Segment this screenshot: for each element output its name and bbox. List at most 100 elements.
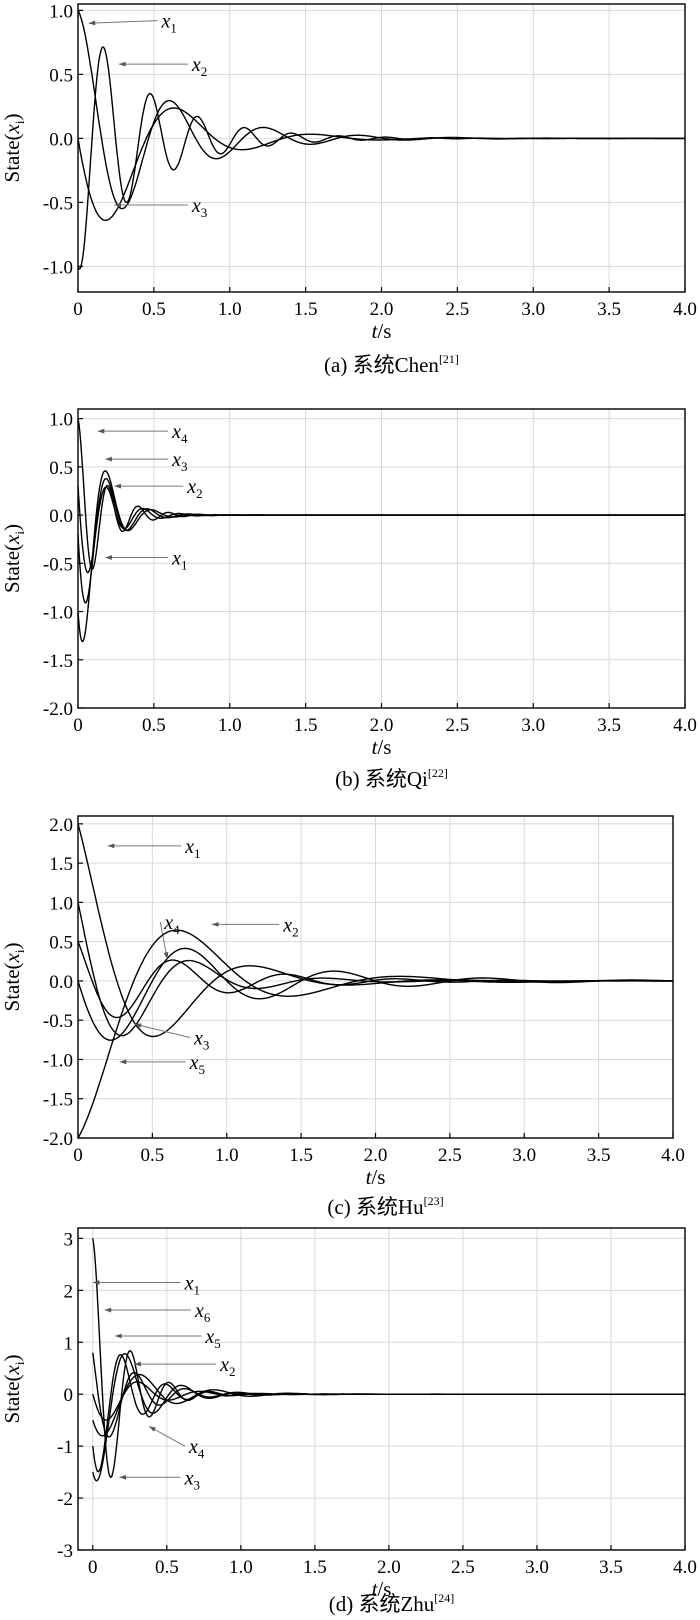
x-tick-label: 4.0 [661,1145,685,1166]
plot-frame [77,815,674,1139]
y-tick-label: 2 [64,1281,74,1302]
x-axis-label: t/s [372,1577,392,1601]
y-tick-label: 0.5 [49,458,73,479]
y-tick-label: -3 [57,1541,73,1562]
panel-b: 0 0.5 1.0 1.5 2.0 2.5 3.0 3.5 4.0 1.0 0.5 0.0 -0.5 -1… [0,408,697,791]
y-tick-label: -0.5 [43,193,73,214]
x-tick-label: 3.0 [521,715,545,736]
x-tick-label: 2.0 [370,299,394,320]
annotation-arrowhead [88,20,96,26]
y-tick-label: 1 [64,1333,74,1354]
annotation-arrowhead [149,1426,156,1432]
x-tick-label: 1.5 [294,715,318,736]
y-tick-label: 0.5 [49,933,73,954]
series-label-x3: x3 [171,449,187,474]
y-axis-label: State(xi) [0,1355,27,1424]
series-label-x1: x1 [184,1273,200,1298]
x-tick-label: 1.0 [215,1145,239,1166]
x-tick-label: 1.5 [303,1557,327,1578]
y-tick-label: -0.5 [43,554,73,575]
y-tick-label: 0.0 [49,972,73,993]
x-tick-label: 0 [88,1557,98,1578]
x-tick-label: 0.5 [155,1557,179,1578]
annotation-arrowhead [119,1474,127,1480]
x-tick-label: 3.5 [597,299,621,320]
y-tick-label: 1.0 [49,1,73,22]
x-tick-label: 4.0 [673,715,697,736]
panel-caption: (d) 系统Zhu[24] [329,1591,455,1616]
annotation-arrowhead [105,555,112,560]
x-tick-label: 0.5 [142,299,166,320]
series-line-x3 [92,1352,685,1482]
x-tick-label: 1.0 [218,299,242,320]
annotation-arrowhead [105,456,112,462]
series-label-x5: x5 [204,1326,220,1351]
y-tick-label: -1.5 [43,1090,73,1111]
x-tick-label: 0 [73,715,83,736]
annotation-arrowhead [119,1059,127,1065]
x-tick-label: 3.5 [597,715,621,736]
y-tick-label: -1.0 [43,603,73,624]
y-tick-label: -0.5 [43,1011,73,1032]
annotation-leader [88,20,158,24]
x-tick-label: 0 [73,1145,83,1166]
x-tick-label: 3.0 [521,299,545,320]
x-tick-label: 3.0 [525,1557,549,1578]
x-tick-label: 1.0 [218,715,242,736]
x-tick-label: 4.0 [673,299,697,320]
y-tick-label: 1.0 [49,893,73,914]
x-axis-label: t/s [366,1165,386,1189]
x-tick-label: 2.5 [446,299,470,320]
x-axis-label: t/s [372,735,392,759]
y-tick-label: 0 [64,1385,74,1406]
annotation-arrowhead [118,61,126,67]
x-tick-label: 2.5 [438,1145,462,1166]
y-tick-label: -1 [57,1437,73,1458]
x-tick-label: 1.5 [289,1145,313,1166]
series-label-x3: x3 [193,1027,209,1052]
series-label-x3: x3 [191,195,207,220]
x-axis-label: t/s [372,319,392,343]
series-label-x1: x1 [160,11,176,36]
plot-frame [77,3,686,293]
panel-a: 0 0.5 1.0 1.5 2.0 2.5 3.0 3.5 4.0 1.0 0.5 0.0 -0.5 -1… [0,1,697,377]
y-tick-label: -1.5 [43,651,73,672]
y-tick-label: -2.0 [43,699,73,720]
series-label-x1: x1 [184,836,200,861]
x-tick-label: 2.0 [377,1557,401,1578]
plot-frame [77,1227,686,1551]
y-axis-label: State(xi) [0,943,27,1012]
x-tick-label: 1.0 [229,1557,253,1578]
y-tick-label: -1.0 [43,1050,73,1071]
y-tick-label: -1.0 [43,257,73,278]
y-tick-label: 3 [64,1229,74,1250]
annotation-arrowhead [134,1023,142,1028]
x-tick-label: 4.0 [673,1557,697,1578]
x-tick-label: 3.5 [587,1145,611,1166]
series-line-x1 [77,470,685,643]
panel-c: 0 0.5 1.0 1.5 2.0 2.5 3.0 3.5 4.0 2.0 1.5 1.0 0.5 0.0… [0,815,685,1219]
y-tick-label: 1.0 [49,410,73,431]
y-tick-label: -2 [57,1489,73,1510]
series-label-x2: x2 [191,54,207,79]
annotation-arrowhead [107,843,115,849]
panel-d: 0 0.5 1.0 1.5 2.0 2.5 3.0 3.5 4.03210-1-2-3x1x6x… [0,1227,697,1616]
y-tick-label: 2.0 [49,815,73,836]
series-label-x6: x6 [194,1300,211,1325]
x-tick-label: 0 [73,299,83,320]
panel-caption: (c) 系统Hu[23] [327,1194,443,1219]
x-tick-label: 2.0 [370,715,394,736]
annotation-arrowhead [92,1280,100,1285]
x-tick-label: 1.5 [294,299,318,320]
y-tick-label: 1.5 [49,854,73,875]
x-tick-label: 0.5 [141,1145,165,1166]
y-tick-label: 0.0 [49,129,73,150]
series-label-x4: x4 [188,1436,205,1461]
plot-frame [77,408,686,709]
annotation-leader [148,1425,186,1447]
y-tick-label: 0.0 [49,506,73,527]
x-tick-label: 3.5 [599,1557,623,1578]
x-tick-label: 0.5 [142,715,166,736]
annotation-arrowhead [114,483,121,489]
series-label-x4: x4 [171,421,188,446]
